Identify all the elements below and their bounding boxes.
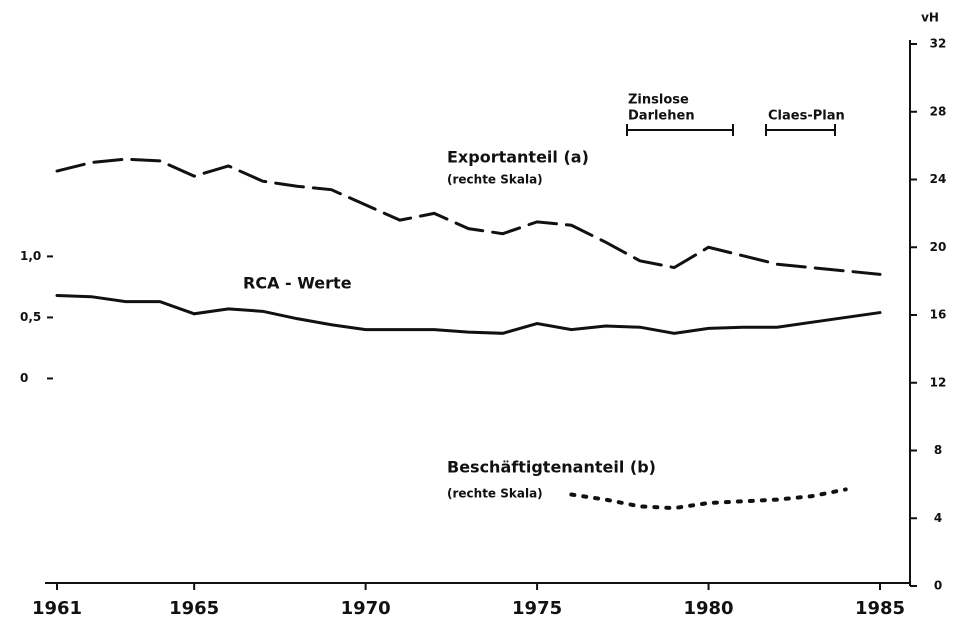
x-tick-label: 1965 <box>169 598 219 619</box>
series-line <box>55 157 882 276</box>
x-tick-label: 1985 <box>855 598 905 619</box>
series-line <box>55 293 882 335</box>
y2-tick-label: 12 <box>930 375 947 389</box>
y-tick-label: 0 <box>20 371 28 385</box>
y2-tick-label: 32 <box>930 37 947 51</box>
series-line <box>569 487 848 511</box>
y-tick-label: 1,0 <box>20 249 41 263</box>
x-tick-label: 1975 <box>512 598 562 619</box>
x-tick-label: 1980 <box>683 598 733 619</box>
y2-tick-label: 0 <box>934 579 942 593</box>
y2-axis-label: vH <box>921 11 939 25</box>
annotation: Beschäftigtenanteil (b) <box>447 458 656 477</box>
annotation: Zinslose <box>628 93 689 108</box>
y2-tick-label: 20 <box>930 240 947 254</box>
y2-tick-label: 4 <box>934 511 942 525</box>
annotation: (rechte Skala) <box>447 173 543 187</box>
annotation: Claes-Plan <box>768 109 845 124</box>
x-tick-label: 1970 <box>341 598 391 619</box>
annotation: Exportanteil (a) <box>447 148 589 167</box>
annotation: RCA - Werte <box>243 274 352 293</box>
y2-tick-label: 8 <box>934 443 942 457</box>
y2-tick-label: 24 <box>930 172 947 186</box>
y-tick-label: 0,5 <box>20 310 41 324</box>
x-tick-label: 1961 <box>32 598 82 619</box>
y2-tick-label: 28 <box>930 104 947 118</box>
annotation: (rechte Skala) <box>447 487 543 501</box>
period-brackets <box>626 124 836 136</box>
annotation: Darlehen <box>628 109 695 124</box>
y2-tick-label: 16 <box>930 308 947 322</box>
